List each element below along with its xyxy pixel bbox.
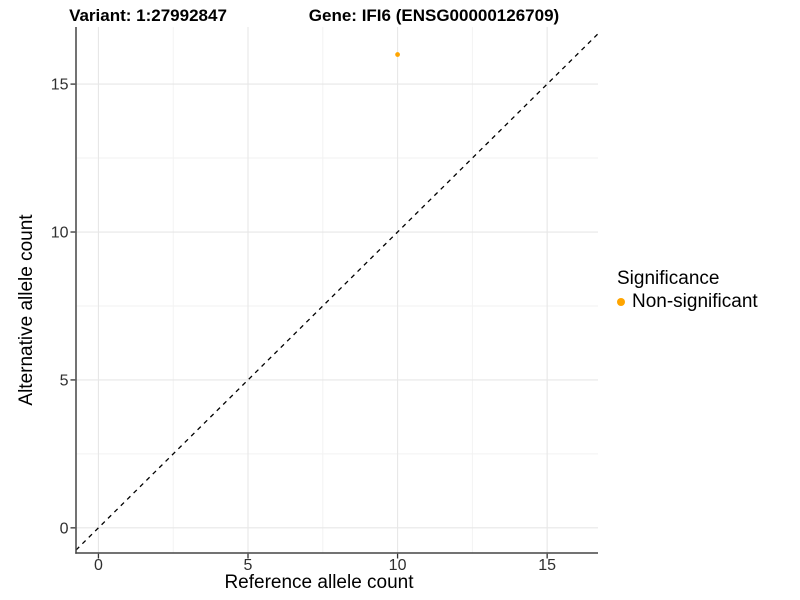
data-point [395, 52, 400, 57]
legend-item-label: Non-significant [632, 291, 758, 312]
legend-key-circle-icon [617, 298, 625, 306]
variant-title: Variant: 1:27992847 [69, 6, 227, 25]
legend: Significance Non-significant [617, 268, 758, 313]
x-axis-title: Reference allele count [224, 572, 414, 593]
x-tick-label: 10 [389, 557, 407, 574]
x-tick-label: 5 [244, 557, 253, 574]
y-tick-label: 5 [60, 372, 69, 389]
y-tick-label: 0 [60, 520, 69, 537]
x-tick-label: 15 [538, 557, 556, 574]
gene-title: Gene: IFI6 (ENSG00000126709) [308, 6, 560, 25]
x-tick-label: 0 [94, 557, 103, 574]
legend-title: Significance [617, 268, 720, 289]
legend-item: Non-significant [617, 291, 758, 313]
y-axis-title: Alternative allele count [16, 214, 37, 406]
identity-reference-line [75, 33, 599, 551]
y-tick-label: 15 [51, 77, 69, 94]
y-tick-label: 10 [51, 225, 69, 242]
